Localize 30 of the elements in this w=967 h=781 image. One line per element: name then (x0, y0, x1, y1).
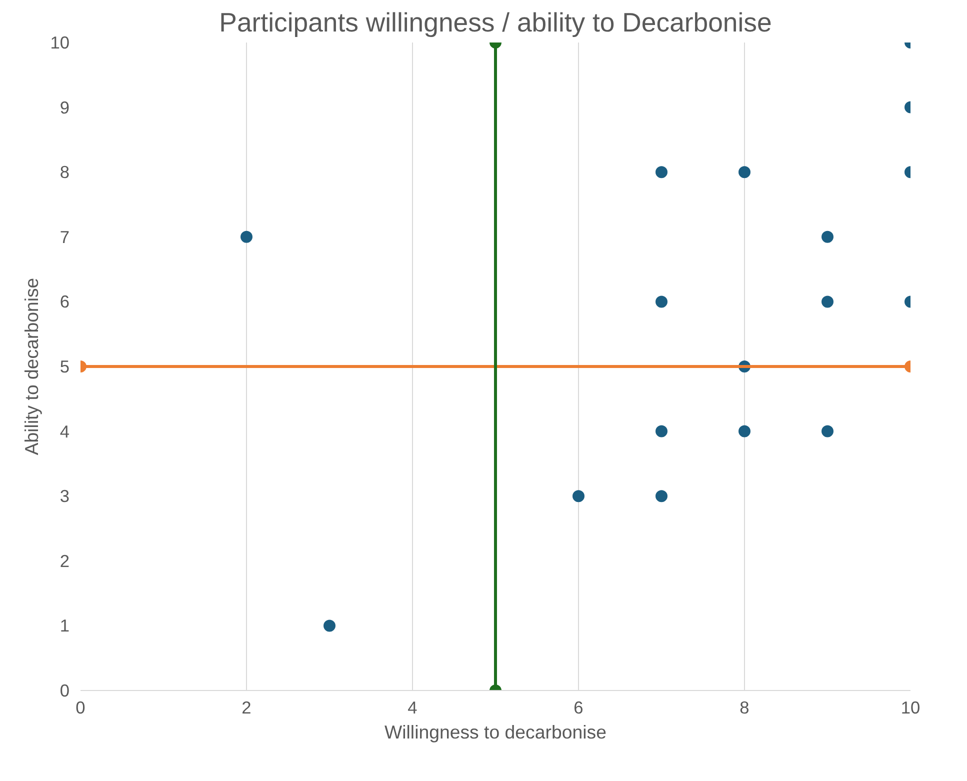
y-tick-label: 5 (60, 356, 70, 376)
y-tick-label: 10 (50, 32, 70, 52)
point (656, 490, 668, 502)
y-tick-label: 2 (60, 550, 70, 571)
y-tick-label: 8 (60, 162, 70, 182)
y-tick-label: 1 (60, 616, 70, 636)
chart-title: Participants willingness / ability to Decarbonise (219, 8, 772, 38)
y-tick-label: 0 (60, 680, 70, 700)
x-tick-label: 0 (76, 698, 86, 718)
y-tick-label: 7 (60, 226, 70, 247)
y-tick-label: 3 (60, 486, 70, 506)
point (656, 296, 668, 308)
point (822, 425, 834, 438)
y-tick-label: 6 (60, 292, 70, 312)
point (738, 425, 750, 438)
point (572, 490, 584, 502)
x-tick-label: 4 (408, 698, 418, 718)
point (656, 166, 668, 178)
y-axis-title: Ability to decarbonise (21, 278, 42, 456)
y-tick-label: 9 (60, 97, 70, 118)
x-axis-title: Willingness to decarbonise (384, 722, 606, 742)
x-tick-label: 8 (740, 698, 750, 718)
point (738, 166, 750, 178)
x-tick-label: 6 (574, 698, 584, 718)
point (822, 230, 834, 243)
y-tick-label: 4 (60, 421, 70, 442)
point (822, 296, 834, 308)
x-tick-label: 10 (900, 698, 920, 718)
point (656, 425, 668, 438)
x-tick-label: 2 (242, 698, 252, 718)
